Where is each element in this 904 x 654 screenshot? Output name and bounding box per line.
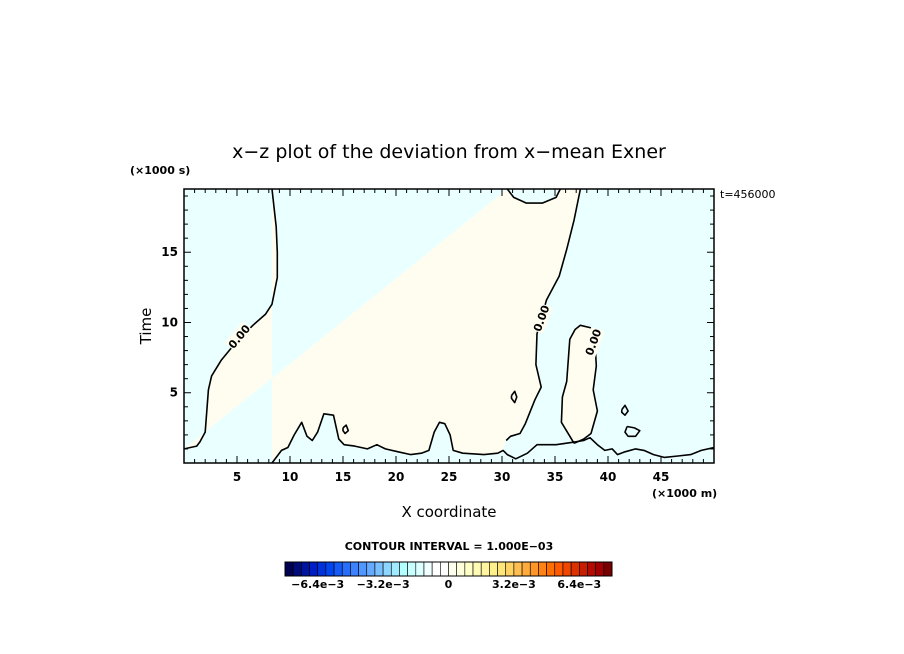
colorbar-swatch xyxy=(546,561,556,577)
colorbar-swatch xyxy=(382,561,392,577)
colorbar-label: −6.4e−3 xyxy=(291,578,344,591)
x-tick-label: 30 xyxy=(494,470,511,484)
colorbar-swatch xyxy=(554,561,564,577)
colorbar-swatch xyxy=(489,561,498,577)
zero-contour-right-boundary xyxy=(505,189,582,442)
colorbar-swatch xyxy=(521,561,531,577)
time-label: t=456000 xyxy=(720,188,776,201)
colorbar-swatch xyxy=(431,561,441,577)
colorbar-swatch xyxy=(578,561,588,577)
colorbar-label: 6.4e−3 xyxy=(557,578,601,591)
colorbar-swatch xyxy=(407,561,417,577)
colorbar-swatch xyxy=(570,561,580,577)
colorbar-swatch xyxy=(415,561,425,577)
x-tick-label: 40 xyxy=(600,470,617,484)
x-axis-label: X coordinate xyxy=(401,503,496,521)
colorbar-swatch xyxy=(366,561,376,577)
colorbar-swatch xyxy=(464,561,474,577)
colorbar-swatch xyxy=(562,561,572,577)
colorbar-swatch xyxy=(529,561,539,577)
colorbar-label: 3.2e−3 xyxy=(492,578,536,591)
colorbar-swatch xyxy=(358,561,368,577)
colorbar-swatch xyxy=(505,561,515,577)
contour-label-bg xyxy=(224,321,254,352)
x-tick-label: 45 xyxy=(653,470,670,484)
colorbar-swatch xyxy=(440,561,449,577)
colorbar-swatch xyxy=(317,561,327,577)
colorbar-swatch xyxy=(325,561,335,577)
zero-contour-top-bump xyxy=(506,189,562,204)
colorbar-swatch xyxy=(284,561,294,577)
colorbar-swatch xyxy=(374,561,384,577)
colorbar-swatch xyxy=(350,561,359,577)
colorbar-swatch xyxy=(587,561,596,577)
x-tick-label: 35 xyxy=(547,470,564,484)
colorbar-swatch xyxy=(603,561,613,577)
x-unit-label: (×1000 m) xyxy=(652,487,717,500)
y-tick-label: 5 xyxy=(170,386,178,400)
colorbar-label: −3.2e−3 xyxy=(357,578,410,591)
colorbar-swatch xyxy=(301,561,310,577)
colorbar-swatch xyxy=(309,561,318,577)
zero-contour-blob-31 xyxy=(510,390,518,404)
x-tick-label: 10 xyxy=(282,470,299,484)
colorbar-swatch xyxy=(333,561,343,577)
colorbar-swatch xyxy=(292,561,302,577)
colorbar-label: 0 xyxy=(445,578,453,591)
contour-label-bg xyxy=(529,302,553,334)
colorbar-swatch xyxy=(538,561,547,577)
zero-contour-bottom-edge xyxy=(271,413,714,463)
x-tick-label: 5 xyxy=(233,470,241,484)
y-tick-label: 15 xyxy=(161,245,178,259)
colorbar: −6.4e−3 −3.2e−3 0 3.2e−3 6.4e−3 xyxy=(284,561,613,591)
colorbar-swatch xyxy=(472,561,482,577)
contour-interval-label: CONTOUR INTERVAL = 1.000E−03 xyxy=(345,540,554,553)
y-unit-label: (×1000 s) xyxy=(130,164,190,177)
x-tick-label: 20 xyxy=(388,470,405,484)
colorbar-swatch xyxy=(399,561,408,577)
x-tick-label: 15 xyxy=(335,470,352,484)
y-axis-label: Time xyxy=(137,308,155,346)
colorbar-swatch xyxy=(448,561,457,577)
colorbar-swatch xyxy=(497,561,507,577)
colorbar-swatch xyxy=(341,561,351,577)
zero-contour-blob-41 xyxy=(621,404,629,416)
colorbar-swatch xyxy=(595,561,605,577)
positive-region xyxy=(184,189,581,463)
contour-label-bg xyxy=(581,326,605,358)
zero-contour-blob-15 xyxy=(342,424,350,435)
y-tick-label: 10 xyxy=(161,315,178,329)
chart-title: x−z plot of the deviation from x−mean Ex… xyxy=(232,141,666,163)
colorbar-swatch xyxy=(423,561,433,577)
colorbar-swatch xyxy=(513,561,523,577)
colorbar-frame xyxy=(284,561,613,577)
colorbar-swatch xyxy=(456,561,466,577)
x-tick-label: 25 xyxy=(441,470,458,484)
colorbar-swatch xyxy=(480,561,490,577)
colorbar-swatch xyxy=(390,561,400,577)
zero-contour-blob-42 xyxy=(624,425,641,438)
